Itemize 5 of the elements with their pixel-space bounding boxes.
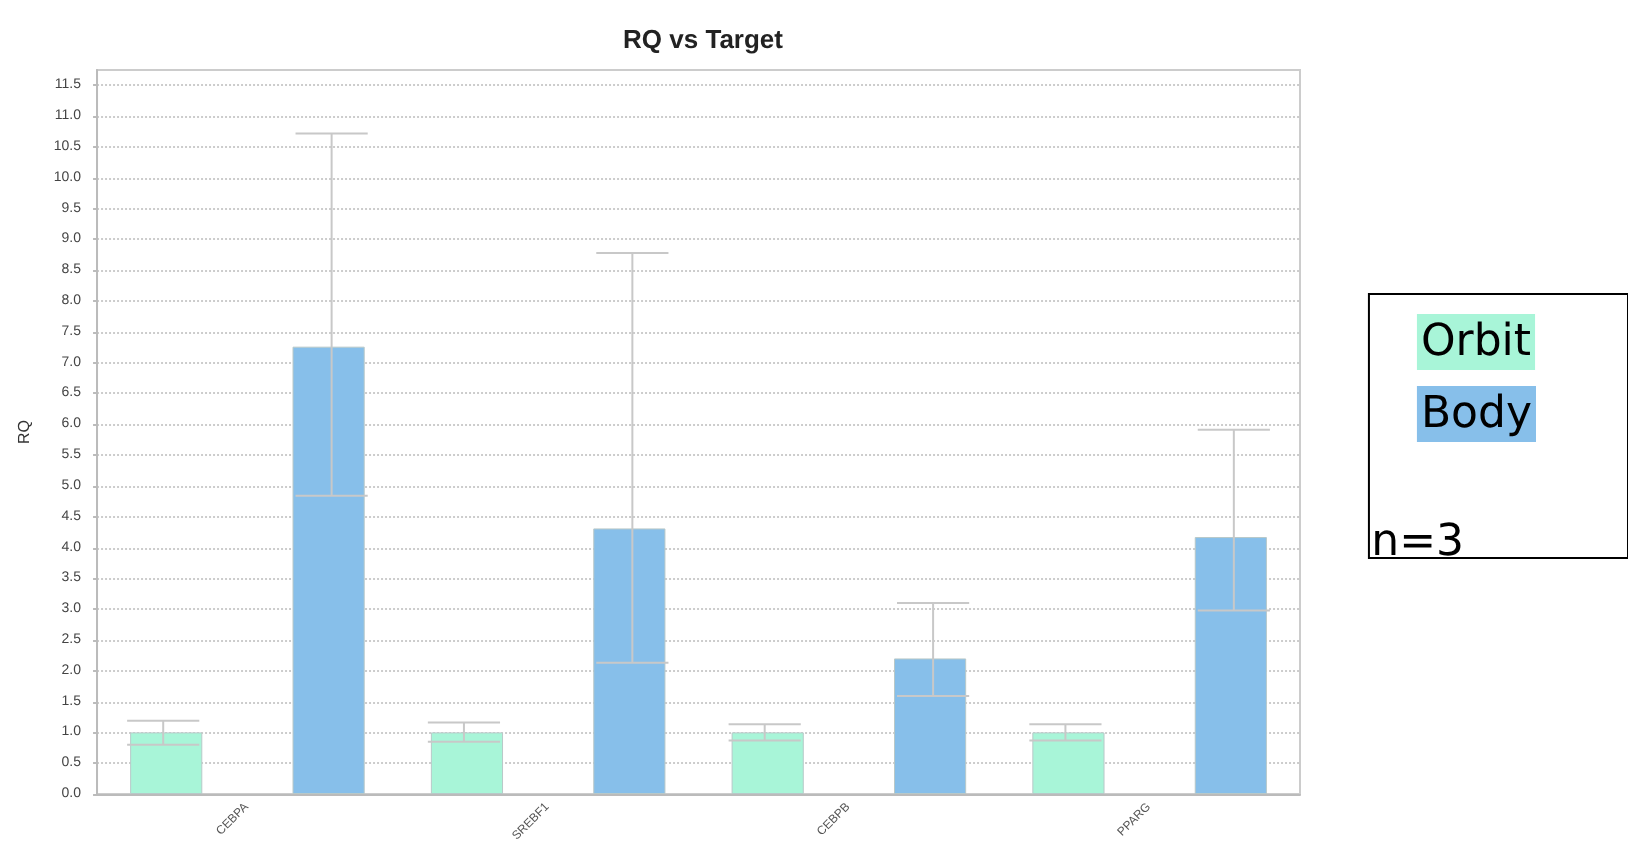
chart-title: RQ vs Target	[623, 24, 785, 54]
text: Orbit	[1420, 317, 1532, 367]
text: Body	[1420, 389, 1533, 439]
y-axis-title: RQ	[15, 420, 33, 444]
text: n=3	[1371, 517, 1464, 567]
